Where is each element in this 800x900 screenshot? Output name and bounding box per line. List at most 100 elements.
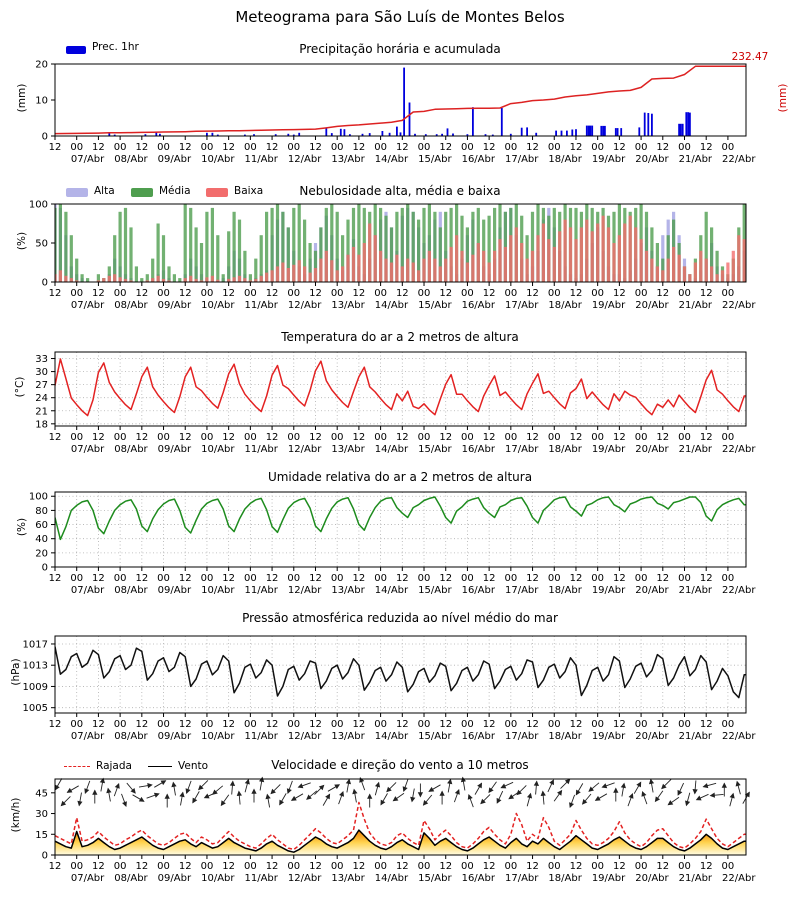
svg-text:12: 12 — [353, 142, 366, 153]
svg-text:40: 40 — [35, 534, 48, 545]
cloud-baixa-legend-swatch — [206, 188, 228, 197]
svg-text:12/Abr: 12/Abr — [288, 444, 322, 455]
svg-text:17/Abr: 17/Abr — [505, 300, 539, 311]
svg-text:00: 00 — [331, 432, 344, 443]
svg-text:15/Abr: 15/Abr — [418, 585, 452, 596]
svg-text:00: 00 — [635, 432, 648, 443]
svg-text:19/Abr: 19/Abr — [592, 154, 626, 165]
svg-text:10/Abr: 10/Abr — [201, 873, 235, 884]
svg-text:00: 00 — [591, 719, 604, 730]
svg-text:12: 12 — [483, 573, 496, 584]
svg-text:12: 12 — [353, 719, 366, 730]
svg-text:12/Abr: 12/Abr — [288, 154, 322, 165]
svg-text:12: 12 — [135, 288, 148, 299]
svg-text:100: 100 — [29, 492, 48, 503]
svg-text:00: 00 — [418, 142, 431, 153]
svg-text:00: 00 — [244, 573, 257, 584]
svg-text:22/Abr: 22/Abr — [722, 873, 756, 884]
series-Prec. 1hr — [108, 67, 691, 136]
svg-text:12: 12 — [222, 288, 235, 299]
svg-text:0: 0 — [42, 851, 48, 862]
svg-text:00: 00 — [201, 288, 214, 299]
svg-text:00: 00 — [591, 142, 604, 153]
svg-text:30: 30 — [35, 809, 48, 820]
svg-text:12: 12 — [656, 432, 669, 443]
svg-text:00: 00 — [461, 432, 474, 443]
svg-text:12: 12 — [222, 719, 235, 730]
panel-pressure-title: Pressão atmosférica reduzida ao nível mé… — [242, 611, 558, 625]
svg-text:09/Abr: 09/Abr — [158, 154, 192, 165]
svg-text:22/Abr: 22/Abr — [722, 444, 756, 455]
svg-text:00: 00 — [722, 142, 735, 153]
svg-text:07/Abr: 07/Abr — [71, 873, 105, 884]
svg-text:00: 00 — [548, 861, 561, 872]
svg-text:16/Abr: 16/Abr — [462, 731, 496, 742]
svg-text:00: 00 — [722, 432, 735, 443]
svg-text:20/Abr: 20/Abr — [635, 731, 669, 742]
svg-text:12: 12 — [526, 142, 539, 153]
svg-text:00: 00 — [114, 719, 127, 730]
svg-text:09/Abr: 09/Abr — [158, 731, 192, 742]
svg-text:08/Abr: 08/Abr — [114, 731, 148, 742]
svg-text:12: 12 — [396, 432, 409, 443]
svg-text:12: 12 — [396, 142, 409, 153]
svg-text:16/Abr: 16/Abr — [462, 444, 496, 455]
svg-text:20: 20 — [35, 60, 48, 71]
svg-text:12: 12 — [179, 432, 192, 443]
svg-text:12: 12 — [353, 432, 366, 443]
svg-text:00: 00 — [678, 719, 691, 730]
svg-text:22/Abr: 22/Abr — [722, 731, 756, 742]
svg-text:1005: 1005 — [23, 703, 48, 714]
svg-text:00: 00 — [461, 861, 474, 872]
svg-text:12: 12 — [570, 142, 583, 153]
svg-text:00: 00 — [591, 432, 604, 443]
svg-text:00: 00 — [201, 573, 214, 584]
svg-text:11/Abr: 11/Abr — [245, 585, 279, 596]
svg-text:00: 00 — [678, 288, 691, 299]
svg-text:12: 12 — [700, 142, 713, 153]
svg-text:12: 12 — [613, 861, 626, 872]
svg-text:00: 00 — [374, 432, 387, 443]
svg-text:00: 00 — [201, 861, 214, 872]
svg-text:00: 00 — [461, 573, 474, 584]
svg-text:12: 12 — [483, 861, 496, 872]
cloud-alta-legend-label: Alta — [94, 185, 115, 197]
svg-text:12: 12 — [309, 861, 322, 872]
svg-text:12: 12 — [483, 288, 496, 299]
cloud-baixa-legend-label: Baixa — [234, 185, 264, 197]
svg-text:11/Abr: 11/Abr — [245, 873, 279, 884]
svg-text:00: 00 — [548, 573, 561, 584]
temperature-ylabel: (°C) — [14, 376, 26, 398]
svg-text:12: 12 — [49, 861, 62, 872]
svg-text:21/Abr: 21/Abr — [679, 154, 713, 165]
svg-text:00: 00 — [418, 432, 431, 443]
svg-text:21/Abr: 21/Abr — [679, 731, 713, 742]
svg-text:1017: 1017 — [23, 639, 48, 650]
panel-temperature-title: Temperatura do ar a 2 metros de altura — [281, 330, 519, 344]
svg-text:12: 12 — [179, 288, 192, 299]
svg-text:12: 12 — [135, 142, 148, 153]
svg-text:12: 12 — [439, 142, 452, 153]
series-Umidade relativa — [55, 496, 746, 541]
svg-text:07/Abr: 07/Abr — [71, 731, 105, 742]
svg-text:00: 00 — [722, 861, 735, 872]
humidity-ylabel: (%) — [16, 517, 28, 537]
svg-text:20/Abr: 20/Abr — [635, 873, 669, 884]
svg-text:12: 12 — [92, 432, 105, 443]
series-Baixa — [55, 215, 746, 282]
svg-text:24: 24 — [35, 393, 48, 404]
svg-text:21/Abr: 21/Abr — [679, 444, 713, 455]
svg-text:00: 00 — [70, 142, 83, 153]
svg-text:13/Abr: 13/Abr — [331, 300, 365, 311]
svg-text:00: 00 — [461, 142, 474, 153]
svg-text:00: 00 — [70, 861, 83, 872]
svg-text:12: 12 — [570, 861, 583, 872]
svg-text:12: 12 — [266, 861, 279, 872]
svg-text:10/Abr: 10/Abr — [201, 154, 235, 165]
svg-text:12: 12 — [526, 432, 539, 443]
svg-text:12: 12 — [353, 573, 366, 584]
series-Temperatura — [55, 358, 746, 417]
